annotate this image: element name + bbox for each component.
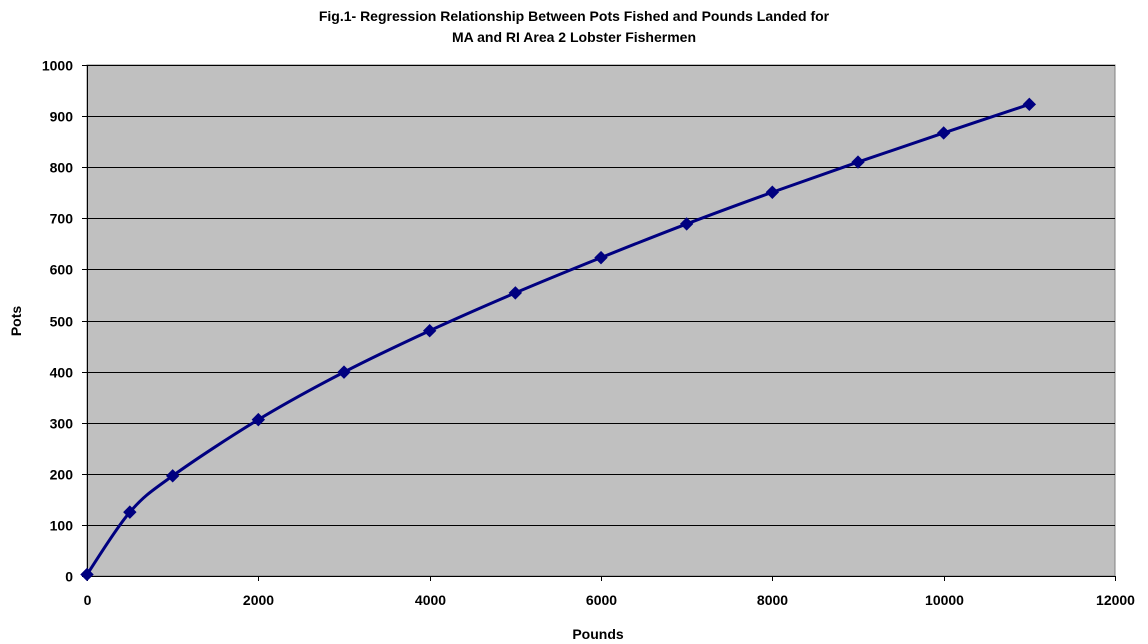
y-tick-label: 200 <box>50 467 74 483</box>
x-tick-label: 2000 <box>243 592 274 608</box>
y-tick-label: 900 <box>50 109 74 125</box>
y-tick-label: 1000 <box>42 58 73 74</box>
x-tick-label: 12000 <box>1096 592 1135 608</box>
data-point-marker <box>765 185 780 199</box>
plot-area <box>82 64 1116 581</box>
y-tick-label: 0 <box>65 569 73 585</box>
chart-title-line-1: Fig.1- Regression Relationship Between P… <box>319 8 830 24</box>
data-point-marker <box>1022 97 1037 112</box>
x-tick-label: 0 <box>84 592 92 608</box>
data-point-marker <box>80 567 94 582</box>
y-tick-label: 400 <box>50 365 74 381</box>
chart-title-line-2: MA and RI Area 2 Lobster Fishermen <box>452 29 696 45</box>
data-point-marker <box>936 126 951 140</box>
y-tick-label: 300 <box>50 416 74 432</box>
data-point-marker <box>679 217 694 231</box>
x-tick-label: 8000 <box>757 592 788 608</box>
plot-background <box>86 64 1116 577</box>
data-point-marker <box>422 324 437 338</box>
y-tick-label: 600 <box>50 262 74 278</box>
data-point-marker <box>165 469 180 483</box>
y-axis-label: Pots <box>8 306 24 337</box>
x-axis-label: Pounds <box>572 626 624 642</box>
data-point-marker <box>508 286 523 300</box>
series <box>80 97 1037 582</box>
y-tick-label: 500 <box>50 314 74 330</box>
data-point-marker <box>594 250 608 265</box>
data-point-marker <box>251 412 266 427</box>
y-tick-label: 100 <box>50 518 74 534</box>
data-point-marker <box>851 155 865 169</box>
y-tick-label: 700 <box>50 211 74 227</box>
y-axis-ticks: 0 100 200 300 400 500 600 700 800 900 1000 <box>42 58 87 585</box>
y-tick-label: 800 <box>50 160 74 176</box>
x-tick-label: 6000 <box>586 592 617 608</box>
chart-title: Fig.1- Regression Relationship Between P… <box>319 8 830 45</box>
data-point-marker <box>337 365 351 379</box>
data-point-marker <box>123 505 137 519</box>
x-tick-label: 4000 <box>415 592 446 608</box>
x-axis-ticks: 0 2000 4000 6000 8000 10000 12000 <box>84 576 1135 608</box>
x-tick-label: 10000 <box>925 592 964 608</box>
